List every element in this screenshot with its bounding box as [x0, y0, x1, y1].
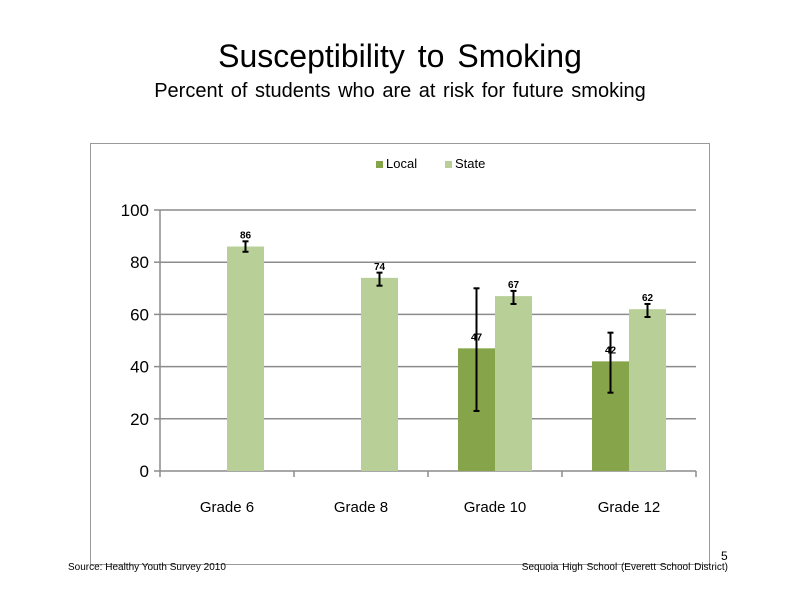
source-note: Source: Healthy Youth Survey 2010	[68, 562, 226, 573]
bar-state-grade-12	[629, 309, 666, 471]
legend-label-local: Local	[386, 156, 417, 171]
y-tick-label: 60	[130, 305, 149, 324]
chart-frame	[90, 143, 710, 565]
y-tick-label: 40	[130, 358, 149, 377]
school-note: Sequoia High School (Everett School Dist…	[521, 562, 728, 573]
y-tick-label: 80	[130, 253, 149, 272]
bar-state-grade-6	[227, 246, 264, 471]
slide-subtitle: Percent of students who are at risk for …	[154, 80, 646, 102]
data-label: 67	[508, 280, 520, 291]
legend-label-state: State	[455, 156, 485, 171]
y-tick-label: 100	[121, 201, 149, 220]
page-number: 5	[721, 549, 728, 563]
x-tick-label: Grade 12	[598, 499, 661, 516]
data-label: 47	[471, 332, 483, 343]
y-tick-label: 20	[130, 410, 149, 429]
data-label: 62	[642, 293, 654, 304]
bar-state-grade-10	[495, 296, 532, 471]
bar-state-grade-8	[361, 277, 398, 471]
data-label: 74	[374, 262, 386, 273]
x-tick-label: Grade 6	[200, 499, 254, 516]
legend-swatch-local	[376, 161, 383, 168]
x-tick-label: Grade 8	[334, 499, 388, 516]
slide-title: Susceptibility to Smoking	[218, 38, 582, 74]
legend-swatch-state	[445, 161, 452, 168]
x-tick-label: Grade 10	[464, 499, 527, 516]
data-label: 42	[605, 345, 617, 356]
y-tick-label: 0	[140, 462, 149, 481]
data-label: 86	[240, 231, 252, 242]
